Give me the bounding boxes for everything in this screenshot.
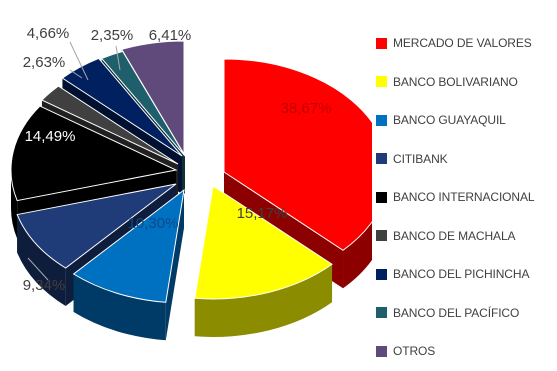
leader-line-8 [115, 45, 121, 71]
legend-label: MERCADO DE VALORES [393, 36, 532, 51]
legend-swatch [376, 345, 387, 357]
legend-label: BANCO DEL PICHINCHA [393, 267, 530, 282]
legend-label: BANCO INTERNACIONAL [393, 190, 535, 205]
legend-label: OTROS [393, 344, 436, 359]
leader-line-6 [69, 69, 83, 79]
leader-line-7 [69, 41, 89, 81]
data-label-6: 2,63% [23, 54, 66, 71]
legend-swatch [376, 153, 387, 165]
data-label-2: 15,17% [237, 205, 288, 222]
legend-item-9: OTROS [376, 332, 557, 371]
legend-item-4: CITIBANK [376, 140, 557, 179]
legend-label: BANCO DEL PACÍFICO [393, 305, 520, 320]
legend-swatch [376, 230, 387, 242]
legend-swatch [376, 268, 387, 280]
legend-swatch [376, 114, 387, 126]
legend-swatch [376, 307, 387, 319]
pie-slice-2 [194, 185, 333, 337]
data-label-4: 9,34% [23, 277, 66, 294]
data-label-5: 14,49% [25, 128, 76, 145]
legend-item-6: BANCO DE MACHALA [376, 217, 557, 256]
leader-line-4 [27, 257, 49, 281]
legend-swatch [376, 191, 387, 203]
legend-label: CITIBANK [393, 151, 448, 166]
legend-item-7: BANCO DEL PICHINCHA [376, 255, 557, 294]
legend-item-3: BANCO GUAYAQUIL [376, 101, 557, 140]
data-label-8: 2,35% [91, 27, 134, 44]
legend-label: BANCO DE MACHALA [393, 228, 516, 243]
legend-item-8: BANCO DEL PACÍFICO [376, 294, 557, 333]
data-label-7: 4,66% [27, 25, 70, 42]
pie-chart: 38,67% 15,17% 10,30% 9,34% 14,49% 2,63% 4,66% 2… [10, 25, 372, 341]
legend-item-5: BANCO INTERNACIONAL [376, 178, 557, 217]
data-label-3: 10,30% [128, 215, 179, 232]
legend-item-2: BANCO BOLIVARIANO [376, 63, 557, 102]
legend-label: BANCO GUAYAQUIL [393, 113, 506, 128]
data-label-1: 38,67% [281, 100, 332, 117]
legend-swatch [376, 37, 387, 49]
legend-swatch [376, 76, 387, 88]
legend-item-1: MERCADO DE VALORES [376, 24, 557, 63]
pie-slice-3 [72, 188, 185, 341]
data-label-9: 6,41% [149, 27, 192, 44]
legend-label: BANCO BOLIVARIANO [393, 74, 518, 89]
legend: MERCADO DE VALORES BANCO BOLIVARIANO BANCO… [376, 24, 557, 371]
